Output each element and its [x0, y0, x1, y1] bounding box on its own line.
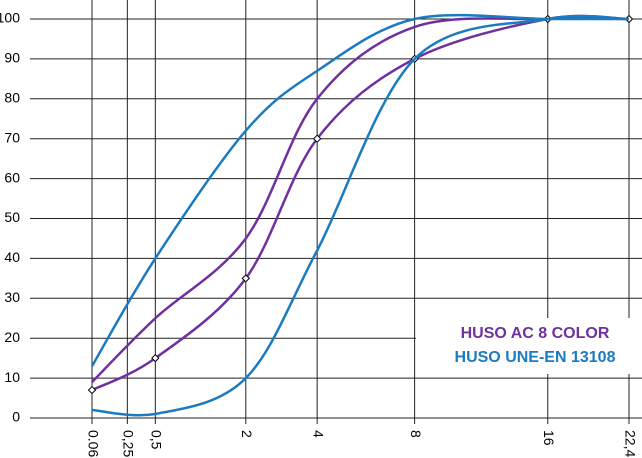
x-tick-label: 16: [541, 430, 557, 446]
curve: [90, 13, 629, 367]
x-tick-label: 0,25: [121, 430, 137, 457]
y-tick-label: 80: [4, 90, 20, 106]
y-tick-label: 70: [4, 129, 20, 145]
legend-entry: HUSO AC 8 COLOR: [461, 325, 610, 342]
y-tick-label: 0: [12, 409, 20, 425]
y-tick-label: 50: [4, 209, 20, 225]
x-tick-label: 0.063: [85, 430, 101, 458]
y-tick-label: 40: [4, 249, 20, 265]
x-tick-label: 8: [408, 430, 424, 438]
marker: [312, 134, 322, 143]
legend-entry: HUSO UNE-EN 13108: [455, 349, 616, 366]
marker: [87, 385, 97, 395]
legend-box: [416, 318, 642, 374]
y-tick-label: 90: [4, 50, 20, 66]
x-tick-label: 4: [310, 430, 326, 438]
x-tick-label: 0,5: [149, 430, 165, 450]
x-tick-label: 2: [239, 430, 255, 438]
y-tick-label: 100: [0, 10, 20, 26]
y-tick-label: 30: [4, 289, 20, 305]
marker: [151, 353, 160, 363]
y-tick-label: 60: [4, 169, 20, 185]
marker: [241, 274, 251, 283]
y-tick-label: 20: [4, 329, 20, 345]
y-tick-label: 10: [4, 369, 20, 385]
curve: [91, 14, 630, 417]
x-tick-label: 22,4: [622, 430, 638, 457]
